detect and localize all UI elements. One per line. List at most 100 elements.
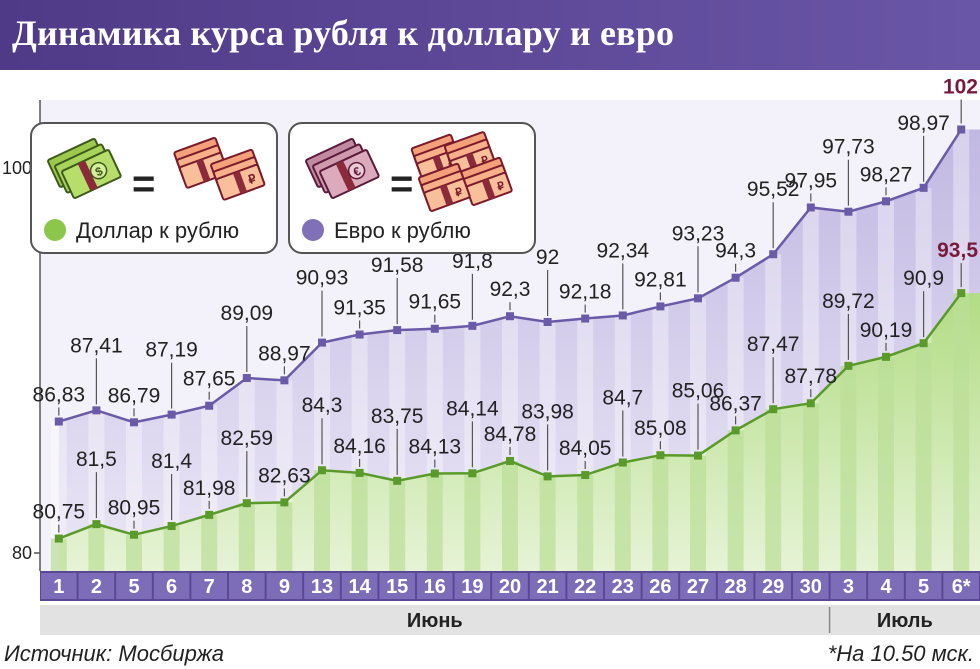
eur-point — [318, 338, 326, 347]
usd-data-label: 93,5 — [937, 239, 978, 262]
ruble-banknotes-icon: ₽ ₽ ₽ ₽ — [410, 131, 513, 212]
usd-column-bar — [878, 356, 894, 571]
usd-data-label: 85,08 — [634, 417, 687, 440]
usd-column-bar — [539, 476, 556, 571]
usd-point — [581, 471, 590, 480]
usd-data-label: 86,37 — [709, 392, 762, 415]
title-bar: Динамика курса рубля к доллару и евро — [0, 0, 980, 70]
usd-column-bar — [351, 472, 368, 571]
dollar-banknotes-icon: $ — [47, 137, 122, 199]
eur-data-label: 86,79 — [108, 384, 161, 407]
usd-point — [318, 466, 326, 475]
x-tick-label: 28 — [724, 576, 746, 598]
x-tick-label: 1 — [53, 576, 64, 598]
usd-column-bar — [765, 409, 782, 571]
usd-column-bar — [201, 514, 218, 571]
eur-data-label: 86,83 — [33, 384, 86, 407]
equals-sign: = — [132, 162, 156, 206]
chart-title: Динамика курса рубля к доллару и евро — [12, 13, 675, 53]
eur-data-label: 87,19 — [145, 339, 198, 362]
usd-data-label: 80,95 — [108, 497, 161, 520]
eur-point — [430, 324, 439, 333]
eur-point — [581, 314, 590, 323]
usd-data-label: 90,9 — [903, 267, 944, 290]
usd-data-label: 84,78 — [484, 423, 537, 446]
eur-data-label: 93,23 — [672, 222, 725, 245]
usd-point — [731, 426, 740, 435]
usd-data-label: 81,98 — [183, 477, 236, 500]
category-cell — [680, 573, 716, 599]
eur-data-label: 87,41 — [70, 334, 123, 357]
category-cell — [191, 573, 227, 599]
svg-text:₽: ₽ — [480, 154, 491, 168]
category-cell — [830, 573, 867, 599]
x-tick-label: 23 — [612, 576, 634, 598]
eur-data-label: 102 — [943, 76, 978, 99]
eur-point — [506, 312, 514, 321]
usd-column-bar — [802, 403, 819, 571]
eur-point — [919, 183, 928, 192]
usd-data-label: 82,63 — [258, 464, 311, 487]
x-tick-label: 5 — [918, 576, 929, 598]
usd-point — [919, 339, 928, 348]
legend-usd: $ = ₽ ₽ Доллар к рублю — [30, 122, 278, 254]
usd-point — [957, 289, 966, 298]
eur-column-bar — [50, 421, 67, 571]
eur-data-label: 97,95 — [785, 169, 838, 192]
eur-data-label: 90,93 — [296, 267, 349, 290]
x-tick-label: 29 — [762, 576, 784, 598]
eur-point — [355, 330, 364, 339]
eur-point — [280, 376, 289, 385]
euro-banknotes-icon: € — [305, 137, 380, 199]
category-cell — [116, 573, 152, 599]
usd-data-label: 83,98 — [521, 400, 574, 423]
x-tick-label: 5 — [128, 576, 139, 598]
usd-data-label: 89,72 — [822, 290, 875, 313]
eur-data-label: 91,65 — [409, 291, 462, 314]
usd-point — [205, 510, 214, 519]
eur-point — [92, 406, 101, 415]
usd-data-label: 90,19 — [860, 319, 913, 342]
legend-eur-dot — [302, 219, 324, 241]
eur-data-label: 92,81 — [634, 268, 687, 291]
category-cell — [266, 573, 303, 599]
category-cell — [417, 573, 453, 599]
usd-column-bar — [464, 473, 481, 571]
month-label: Июнь — [407, 610, 463, 632]
category-cell — [642, 573, 679, 599]
eur-point — [167, 410, 176, 419]
usd-point — [882, 352, 890, 361]
category-cell — [41, 573, 77, 599]
x-tick-label: 2 — [91, 576, 102, 598]
usd-point — [167, 522, 176, 531]
usd-data-label: 80,75 — [33, 501, 86, 524]
eur-data-label: 88,97 — [258, 342, 311, 365]
usd-point — [54, 534, 63, 543]
eur-data-label: 92,18 — [559, 281, 612, 304]
eur-data-label: 97,73 — [822, 136, 875, 159]
legend-usd-dot — [44, 219, 66, 241]
category-cell — [755, 573, 791, 599]
x-tick-label: 30 — [800, 576, 822, 598]
x-tick-label: 14 — [348, 576, 371, 598]
usd-column-bar — [314, 470, 330, 571]
eur-data-label: 91,8 — [452, 250, 493, 273]
category-cell — [529, 573, 566, 599]
usd-point — [694, 451, 702, 460]
usd-column-bar — [690, 455, 706, 571]
x-tick-label: 7 — [204, 576, 215, 598]
eur-point — [130, 418, 138, 427]
eur-point — [844, 207, 853, 216]
equals-sign: = — [390, 162, 414, 206]
usd-column-bar — [88, 524, 105, 571]
category-cell — [492, 573, 528, 599]
eur-data-label: 89,09 — [221, 302, 274, 325]
legend-eur-label: Евро к рублю — [334, 218, 471, 243]
usd-point — [769, 405, 778, 414]
usd-column-bar — [577, 475, 594, 571]
eur-point — [393, 326, 402, 335]
x-tick-label: 6 — [166, 576, 177, 598]
usd-point — [92, 520, 101, 529]
eur-point — [618, 311, 627, 320]
category-cell — [567, 573, 603, 599]
